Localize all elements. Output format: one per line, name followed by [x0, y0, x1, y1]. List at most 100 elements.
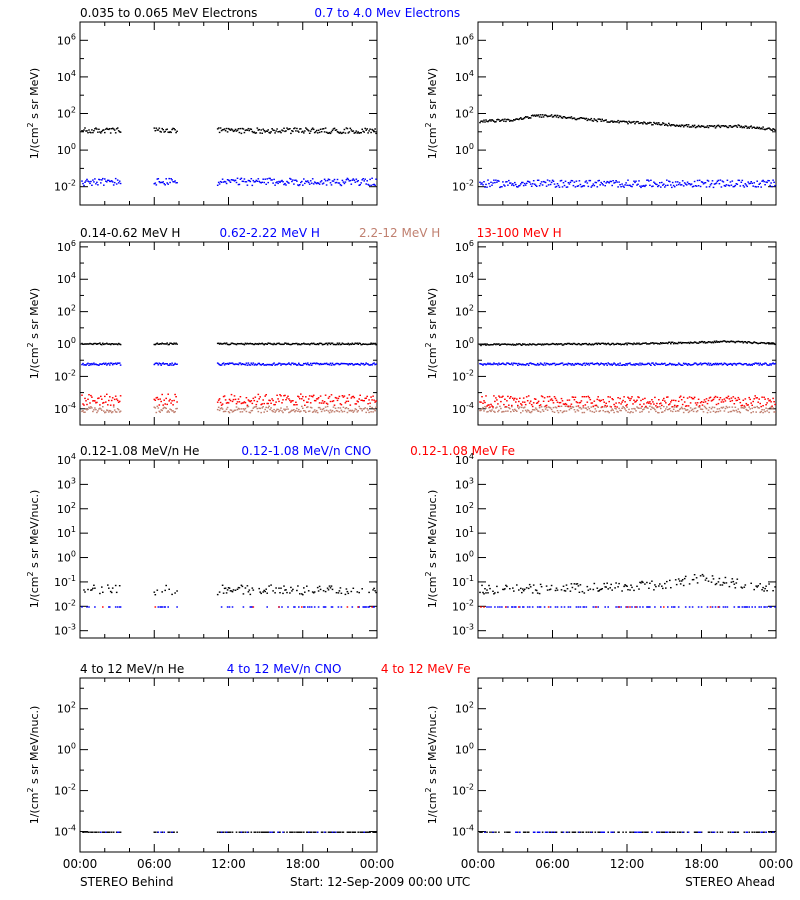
data-point	[673, 404, 676, 407]
data-point	[561, 186, 564, 188]
data-point	[577, 606, 580, 608]
data-point	[609, 396, 611, 398]
data-point	[345, 407, 348, 409]
data-point	[703, 399, 706, 401]
data-point	[275, 343, 277, 346]
data-point	[107, 409, 109, 412]
data-point	[370, 184, 372, 187]
data-point	[89, 342, 91, 345]
data-point	[524, 364, 527, 366]
data-point	[225, 408, 228, 410]
data-point	[303, 362, 305, 365]
data-point	[226, 362, 229, 365]
data-point	[104, 363, 106, 365]
data-point	[254, 181, 257, 183]
data-point	[651, 399, 653, 401]
data-point	[92, 131, 94, 134]
data-point	[692, 342, 695, 344]
data-point	[358, 606, 360, 608]
data-point	[677, 183, 680, 186]
data-point	[274, 132, 276, 134]
data-point	[634, 181, 636, 184]
data-point	[480, 401, 482, 403]
data-point	[562, 585, 565, 587]
data-point	[543, 606, 546, 608]
data-point	[482, 364, 484, 366]
data-point	[99, 131, 101, 133]
data-point	[229, 362, 232, 365]
data-point	[738, 362, 741, 364]
data-point	[279, 362, 281, 365]
data-point	[252, 131, 255, 134]
y-tick-label: 102	[57, 501, 76, 516]
data-point	[354, 181, 357, 183]
data-point	[572, 342, 575, 345]
data-point	[767, 408, 769, 410]
data-point	[342, 131, 345, 134]
data-point	[365, 606, 367, 608]
data-point	[316, 362, 319, 365]
data-point	[544, 343, 547, 346]
data-point	[349, 363, 352, 366]
data-point	[533, 398, 536, 400]
data-point	[679, 341, 682, 344]
data-point	[574, 396, 577, 398]
data-point	[351, 130, 354, 132]
data-point	[538, 185, 541, 187]
data-point	[732, 580, 735, 583]
data-point	[699, 362, 702, 364]
data-point	[566, 364, 569, 366]
data-point	[343, 343, 346, 345]
data-point	[595, 363, 598, 365]
series-blue	[479, 362, 776, 366]
data-point	[357, 363, 359, 365]
data-point	[660, 363, 662, 366]
data-point	[305, 127, 307, 129]
data-point	[674, 364, 677, 366]
y-tick-label: 102	[57, 701, 76, 716]
data-point	[554, 186, 557, 188]
data-point	[303, 587, 305, 589]
data-point	[328, 364, 331, 366]
data-point	[757, 585, 759, 587]
data-point	[710, 125, 713, 127]
data-point	[485, 364, 487, 366]
data-point	[260, 592, 262, 595]
data-point	[764, 587, 766, 590]
data-point	[513, 344, 515, 346]
data-point	[771, 405, 773, 407]
data-point	[658, 122, 660, 124]
data-point	[684, 606, 687, 608]
data-point	[486, 363, 488, 365]
data-point	[632, 183, 634, 186]
data-point	[295, 179, 297, 181]
data-point	[299, 364, 301, 366]
series-blue	[100, 831, 365, 833]
data-point	[635, 410, 637, 412]
data-point	[517, 118, 519, 120]
data-point	[650, 408, 652, 411]
data-point	[751, 182, 753, 184]
data-point	[249, 400, 252, 403]
data-point	[287, 606, 289, 608]
data-point	[762, 831, 764, 833]
data-point	[642, 581, 644, 584]
data-point	[360, 408, 362, 410]
data-point	[523, 117, 526, 119]
data-point	[739, 411, 742, 414]
data-point	[605, 343, 607, 346]
data-point	[112, 184, 115, 186]
data-point	[262, 831, 264, 833]
data-point	[607, 396, 609, 398]
data-point	[654, 408, 656, 411]
data-point	[301, 131, 303, 133]
data-point	[224, 181, 227, 183]
data-point	[260, 411, 262, 414]
data-point	[767, 342, 769, 344]
data-point	[553, 343, 556, 345]
data-point	[332, 406, 335, 408]
data-point	[487, 592, 489, 594]
data-point	[752, 342, 754, 344]
data-point	[307, 181, 310, 184]
data-point	[707, 126, 710, 129]
